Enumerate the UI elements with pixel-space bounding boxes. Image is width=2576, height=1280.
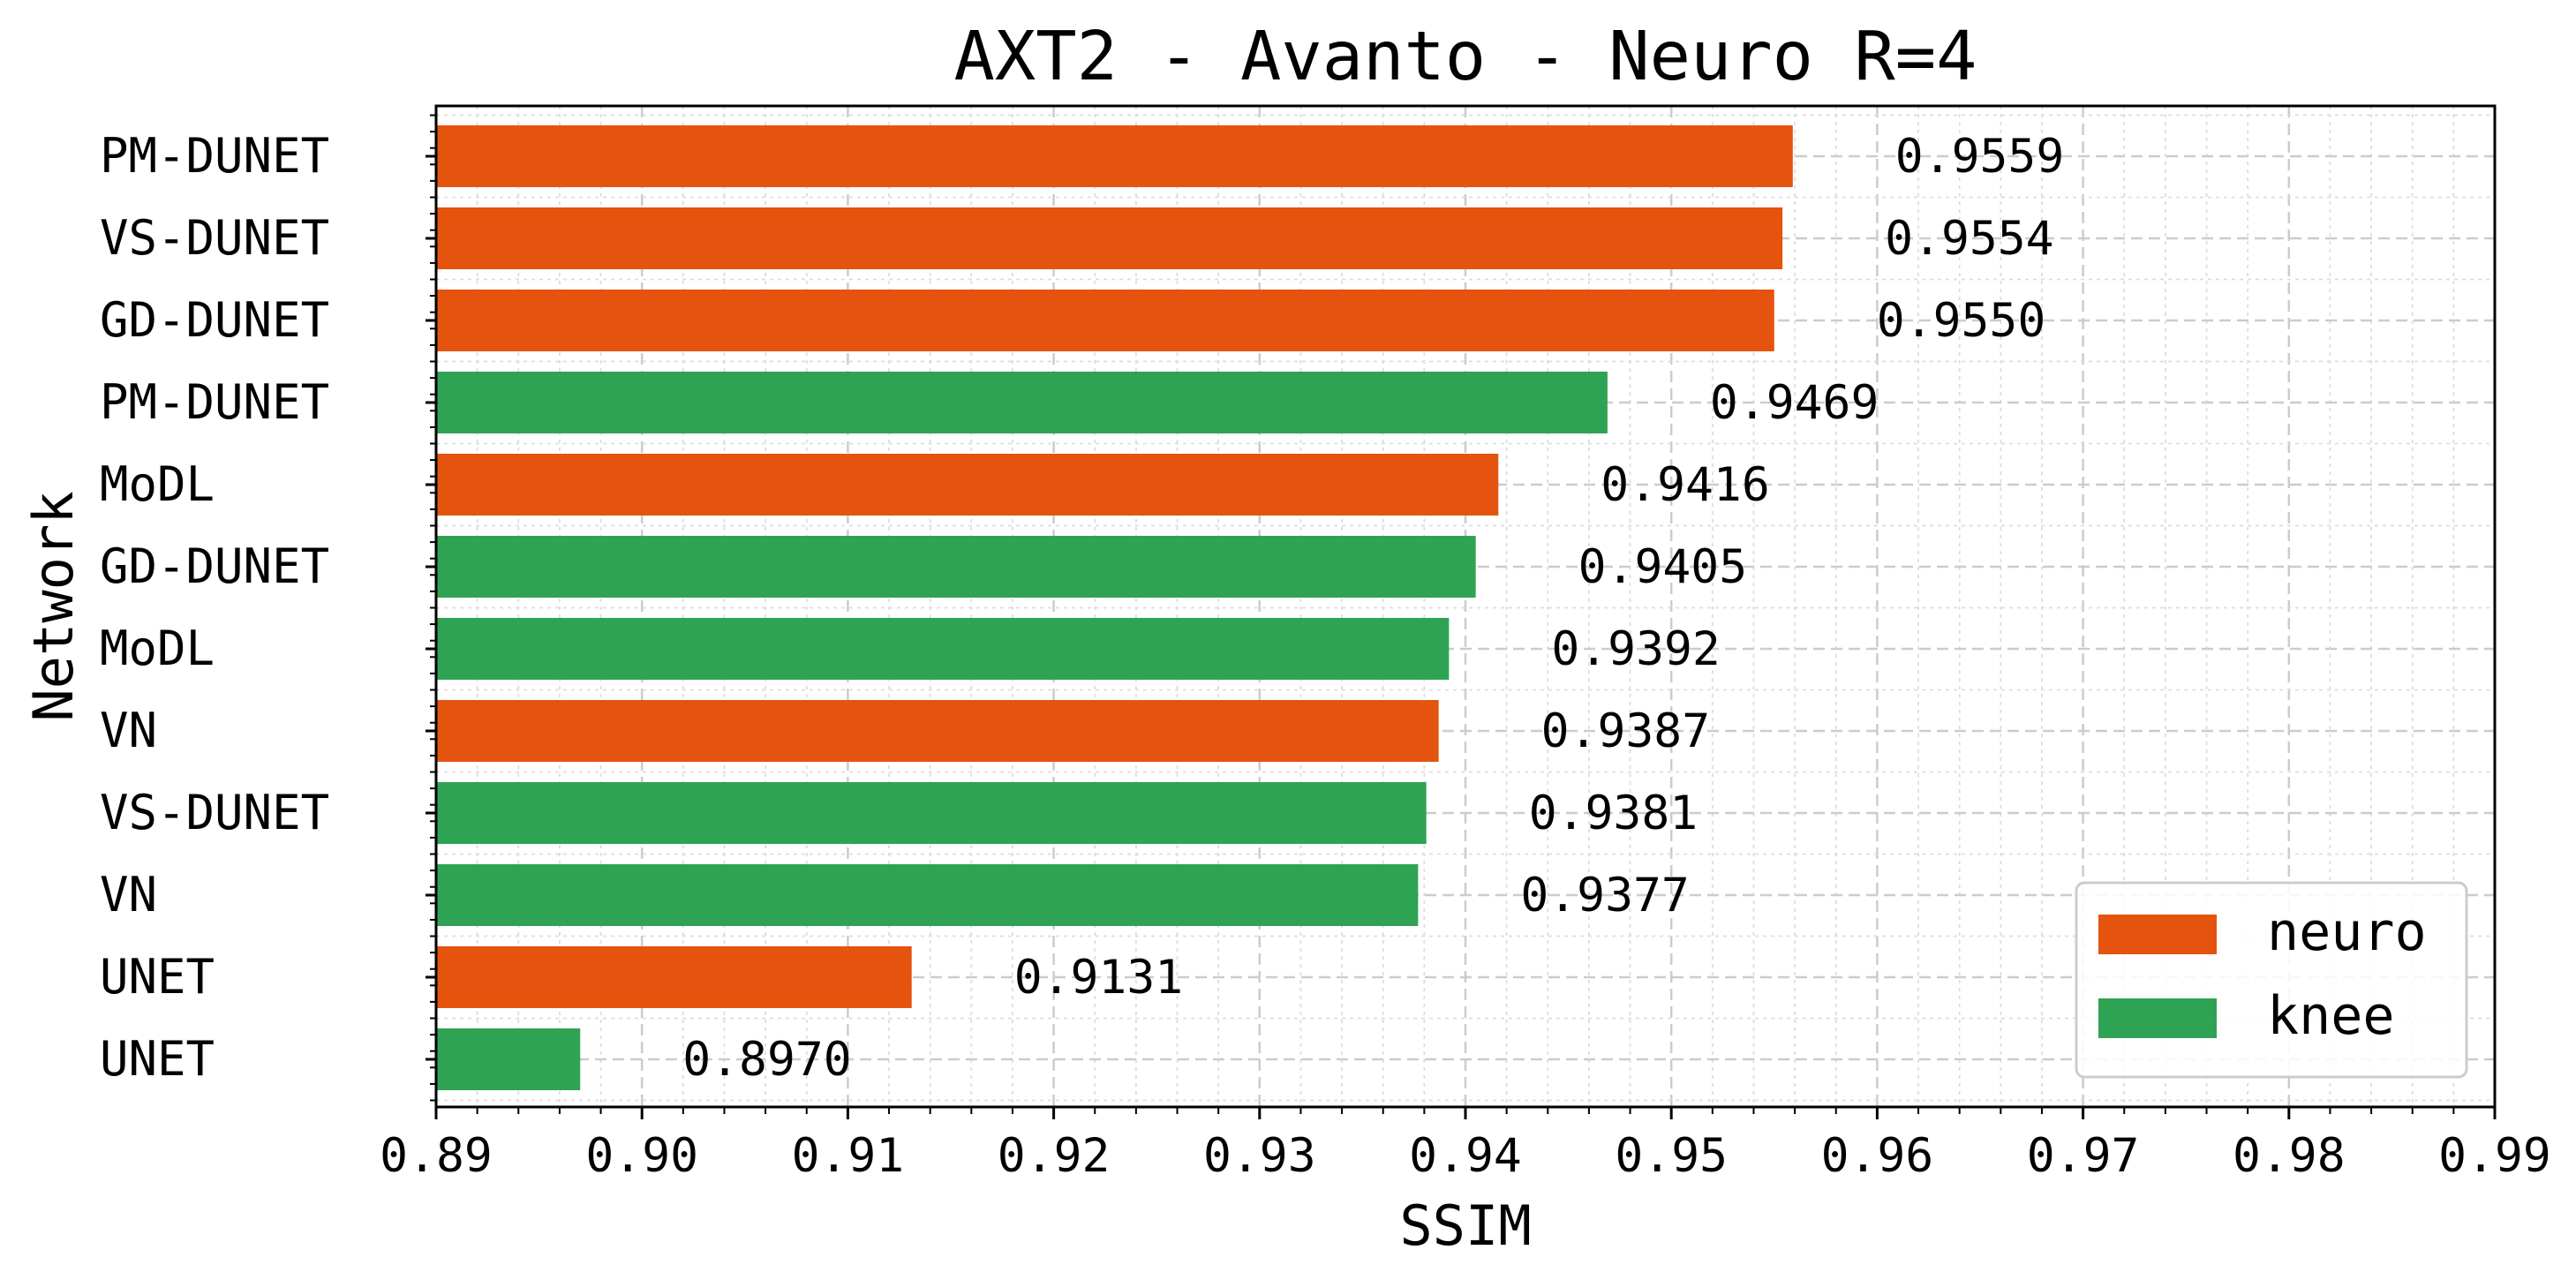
axis-ticks: 0.9559 PM-DUNET 0.9554 VS-DUNET 0.9550 GD-DUN…: [100, 114, 2551, 1183]
y-tick-label: VN: [100, 703, 157, 758]
bar-value-label: 0.9392: [1551, 622, 1720, 676]
legend-label-knee: knee: [2267, 985, 2395, 1047]
y-tick-label: VS-DUNET: [100, 210, 329, 266]
x-tick-label: 0.90: [585, 1129, 698, 1183]
x-tick-label: 0.89: [380, 1129, 493, 1183]
bars: [436, 125, 1793, 1090]
y-tick-label: MoDL: [100, 621, 215, 676]
y-tick-label: PM-DUNET: [100, 374, 329, 430]
x-tick-label: 0.98: [2233, 1129, 2346, 1183]
x-tick-label: 0.95: [1615, 1129, 1728, 1183]
chart-title: AXT2 - Avanto - Neuro R=4: [954, 18, 1977, 96]
bar-value-label: 0.9405: [1578, 540, 1747, 594]
y-tick-label: VN: [100, 867, 157, 922]
bar-value-label: 0.9381: [1529, 787, 1698, 840]
bar-knee-pm-dunet: [436, 372, 1608, 433]
x-tick-label: 0.91: [792, 1129, 905, 1183]
legend-label-neuro: neuro: [2267, 901, 2427, 963]
bar-knee-gd-dunet: [436, 536, 1476, 598]
x-tick-label: 0.96: [1821, 1129, 1934, 1183]
x-tick-label: 0.94: [1409, 1129, 1522, 1183]
bar-knee-vs-dunet: [436, 782, 1427, 844]
bar-value-label: 0.9559: [1895, 130, 2064, 184]
y-tick-label: GD-DUNET: [100, 538, 329, 594]
bar-neuro-gd-dunet: [436, 290, 1774, 351]
y-tick-label: MoDL: [100, 456, 215, 512]
bar-value-label: 0.9387: [1541, 704, 1710, 758]
bar-value-label: 0.9554: [1885, 212, 2053, 266]
legend-swatch-knee: [2098, 998, 2217, 1038]
x-tick-label: 0.92: [998, 1129, 1111, 1183]
x-tick-label: 0.93: [1203, 1129, 1316, 1183]
bar-value-label: 0.9469: [1710, 376, 1879, 430]
y-tick-label: PM-DUNET: [100, 128, 329, 184]
bar-knee-vn: [436, 864, 1419, 926]
bar-neuro-vn: [436, 700, 1439, 762]
bar-value-label: 0.9416: [1601, 458, 1769, 512]
bar-knee-modl: [436, 618, 1450, 680]
bar-neuro-modl: [436, 454, 1499, 516]
bar-neuro-vs-dunet: [436, 207, 1783, 269]
x-tick-label: 0.97: [2027, 1129, 2140, 1183]
bar-neuro-unet: [436, 946, 912, 1008]
y-tick-label: UNET: [100, 1031, 215, 1087]
bar-neuro-pm-dunet: [436, 125, 1793, 187]
y-tick-label: UNET: [100, 949, 215, 1005]
bar-value-label: 0.9377: [1520, 869, 1689, 922]
y-tick-label: GD-DUNET: [100, 292, 329, 348]
bar-value-label: 0.8970: [682, 1033, 851, 1087]
bar-knee-unet: [436, 1028, 581, 1090]
bar-value-label: 0.9550: [1877, 294, 2045, 348]
y-axis-label: Network: [21, 491, 86, 721]
bar-value-label: 0.9131: [1014, 951, 1183, 1005]
legend: neuro knee: [2075, 881, 2468, 1079]
y-tick-label: VS-DUNET: [100, 785, 329, 840]
x-axis-label: SSIM: [1399, 1193, 1531, 1258]
legend-swatch-neuro: [2098, 915, 2217, 954]
x-tick-label: 0.99: [2438, 1129, 2551, 1183]
